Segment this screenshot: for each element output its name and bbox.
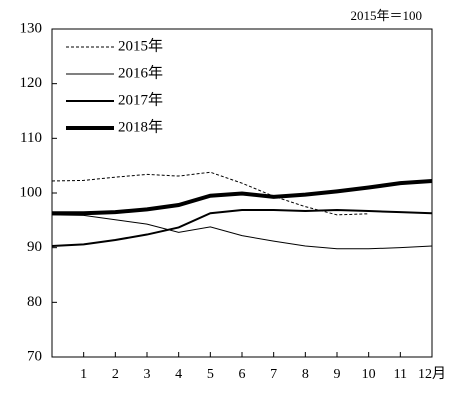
x-tick-label: 12月 [418,366,446,382]
y-tick-label: 100 [20,184,43,200]
line-series [51,208,433,248]
x-tick-label: 8 [302,367,309,382]
y-tick-label: 90 [27,239,42,255]
x-tick-label: 4 [175,367,182,382]
x-tick-label: 10 [362,367,376,382]
legend-label: 2016年 [118,64,163,81]
note: 2015年＝100 [350,8,422,23]
y-tick-label: 80 [27,294,42,310]
legend-label: 2015年 [118,37,163,54]
line-series [51,214,433,250]
x-tick-label: 5 [207,367,214,382]
x-tick-label: 6 [239,367,246,382]
x-tick-label: 9 [334,367,341,382]
y-tick-label: 120 [20,75,43,91]
line-series [51,171,369,216]
x-tick-label: 2 [112,367,119,382]
legend-label: 2017年 [118,91,163,108]
y-tick-label: 130 [20,20,43,36]
y-tick-label: 70 [27,348,42,364]
y-tick-label: 110 [20,130,42,146]
legend-label: 2018年 [118,118,163,135]
legend-box [58,33,188,143]
x-tick-label: 1 [80,367,87,382]
x-tick-label: 11 [394,367,407,382]
line-series [52,178,433,216]
x-tick-label: 3 [144,367,151,382]
x-tick-label: 7 [270,367,277,382]
